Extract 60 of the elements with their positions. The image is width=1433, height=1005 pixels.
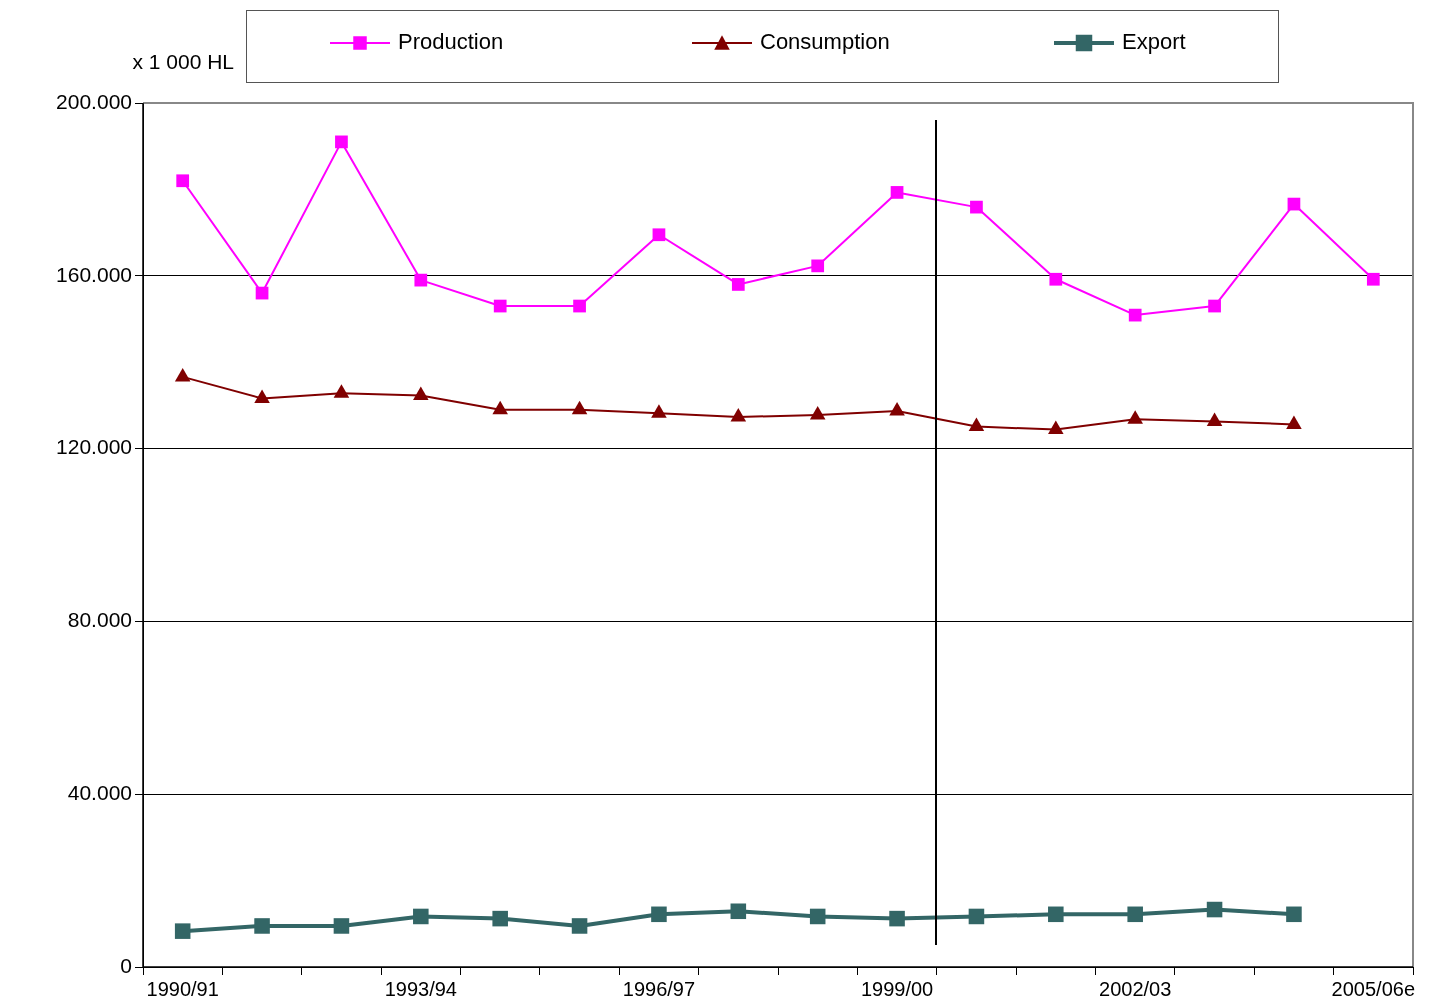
y-tick-label: 120.000 — [56, 435, 132, 459]
y-tick-label: 80.000 — [67, 608, 132, 632]
point — [730, 408, 747, 422]
point — [970, 200, 983, 214]
point — [652, 228, 666, 242]
y-tick-label: 160.000 — [56, 262, 132, 286]
point — [809, 908, 826, 925]
point — [1366, 272, 1380, 286]
point — [889, 402, 905, 416]
point — [333, 918, 350, 934]
x-tick-label: 2005/06e — [1331, 977, 1416, 1000]
point — [1128, 308, 1142, 322]
x-tick-label: 1993/94 — [384, 977, 457, 1000]
point — [651, 906, 667, 923]
point — [492, 400, 508, 415]
point — [1127, 410, 1143, 424]
x-tick-label: 1996/97 — [622, 977, 696, 1000]
point — [890, 186, 904, 199]
point — [571, 918, 588, 934]
point — [731, 278, 745, 291]
y-axis-title: x 1 000 HL — [132, 49, 234, 73]
point — [333, 384, 350, 398]
point — [811, 259, 825, 273]
point — [1286, 415, 1302, 429]
point — [1127, 906, 1143, 923]
legend-label: Consumption — [760, 29, 890, 55]
point — [492, 910, 508, 927]
legend-label: Export — [1122, 29, 1186, 55]
point — [254, 389, 270, 403]
x-tick-label: 1999/00 — [860, 977, 934, 1000]
point — [1048, 906, 1064, 923]
point — [968, 417, 985, 432]
point — [889, 910, 905, 927]
point — [335, 135, 348, 149]
point — [573, 299, 586, 313]
point — [1206, 412, 1223, 426]
point — [1206, 901, 1223, 918]
x-tick-label: 1990/91 — [146, 977, 219, 1000]
point — [651, 404, 667, 418]
point — [174, 367, 191, 382]
y-tick-label: 200.000 — [56, 89, 132, 113]
point — [413, 908, 429, 925]
point — [254, 918, 270, 934]
point — [1049, 272, 1063, 286]
point — [413, 386, 429, 400]
point — [571, 400, 588, 415]
x-tick-label: 2002/03 — [1099, 977, 1172, 1000]
point — [1048, 420, 1064, 435]
point — [493, 299, 507, 313]
y-tick-label: 40.000 — [67, 781, 132, 804]
point — [414, 273, 428, 287]
point — [1208, 299, 1221, 313]
y-tick-label: 0 — [120, 953, 132, 977]
point — [809, 405, 826, 420]
legend-label: Production — [398, 29, 504, 55]
point — [1286, 906, 1302, 923]
point — [176, 174, 190, 188]
point — [730, 903, 747, 920]
point — [174, 923, 191, 939]
point — [968, 908, 985, 925]
